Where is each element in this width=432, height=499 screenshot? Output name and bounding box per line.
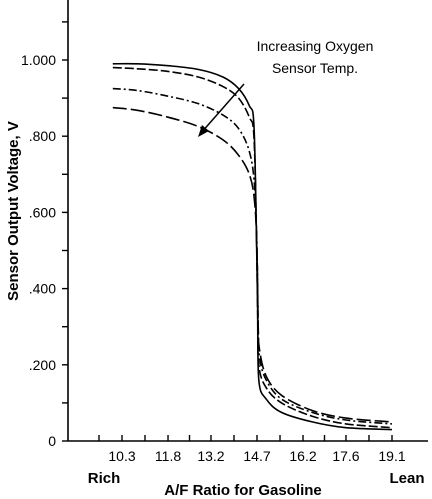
x-tick-label: 10.3	[108, 448, 135, 464]
series-line-4	[112, 106, 393, 423]
annotation-line-2: Sensor Temp.	[272, 60, 358, 76]
series-line-1	[112, 62, 393, 431]
y-ticks: 0 .200 .400 .600 .800 1.000	[21, 21, 68, 449]
lean-label: Lean	[389, 470, 424, 487]
rich-label: Rich	[88, 470, 121, 487]
x-tick-label: 17.6	[332, 448, 359, 464]
y-tick-label: 0	[48, 433, 56, 449]
x-tick-label: 19.1	[378, 448, 405, 464]
annotation-line-1: Increasing Oxygen	[257, 38, 374, 54]
x-tick-label: 16.2	[289, 448, 316, 464]
annotation-arrow	[198, 83, 245, 137]
y-tick-label: 1.000	[21, 52, 56, 68]
x-tick-label: 11.8	[155, 448, 181, 464]
series-line-2	[112, 66, 393, 429]
x-tick-label: 13.2	[197, 448, 224, 464]
series-line-3	[112, 87, 393, 425]
y-tick-label: .200	[29, 357, 56, 373]
x-axis-title: A/F Ratio for Gasoline	[164, 482, 322, 499]
y-axis-title: Sensor Output Voltage, V	[5, 121, 22, 301]
y-tick-label: .400	[29, 281, 56, 297]
series-layer	[112, 62, 393, 431]
y-tick-label: .600	[29, 204, 56, 220]
x-ticks: 10.3 11.8 13.2 14.7 16.2 17.6 19.1	[98, 435, 406, 464]
x-tick-label: 14.7	[243, 448, 270, 464]
axes	[67, 0, 428, 442]
y-tick-label: .800	[29, 128, 56, 144]
